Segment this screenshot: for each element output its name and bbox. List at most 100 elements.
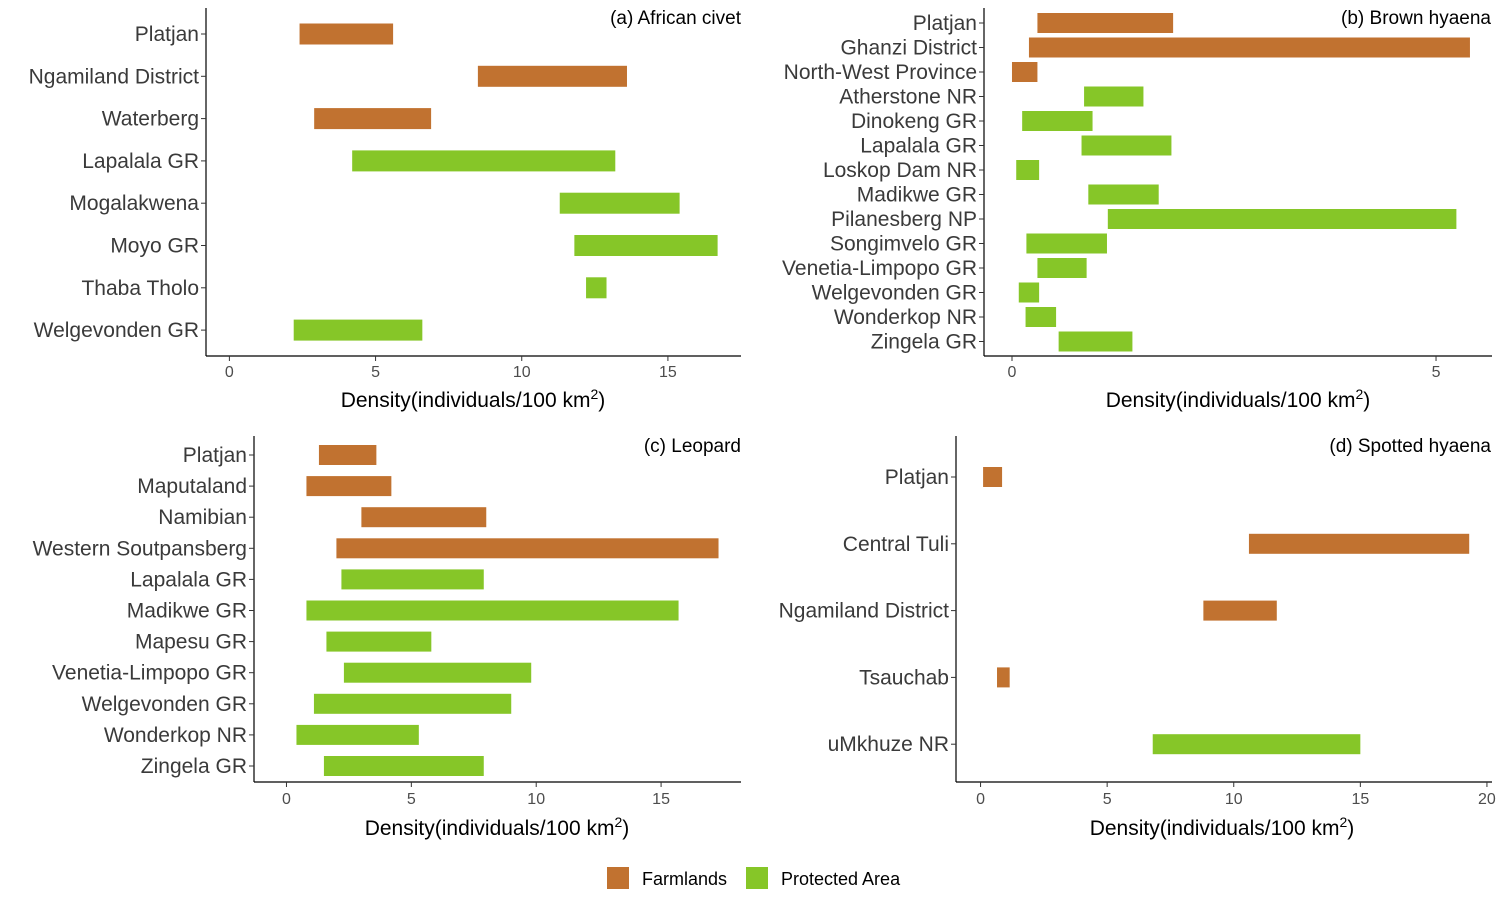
category-label-ngamiland-district: Ngamiland District	[29, 65, 200, 88]
x-tick-label: 5	[1432, 364, 1441, 381]
category-label-dinokeng-gr: Dinokeng GR	[851, 110, 977, 133]
panel-leopard: Platjan Maputaland Namibian Western Soutpan…	[33, 436, 741, 840]
x-tick-label: 15	[1351, 791, 1369, 808]
category-label-zingela-gr: Zingela GR	[141, 755, 247, 778]
x-axis-title: Density(individuals/100 km2)	[1106, 386, 1371, 412]
category-label-north-west-province: North-West Province	[784, 61, 977, 84]
x-tick-label: 10	[527, 791, 545, 808]
bar-tsauchab	[997, 667, 1010, 688]
bar-dinokeng-gr	[1022, 111, 1093, 131]
category-label-platjan: Platjan	[885, 466, 949, 489]
category-label-wonderkop-nr: Wonderkop NR	[104, 724, 247, 747]
category-label-platjan: Platjan	[135, 23, 199, 46]
bar-lapalala-gr	[352, 150, 616, 172]
bar-moyo-gr	[574, 235, 718, 256]
category-label-zingela-gr: Zingela GR	[871, 331, 977, 354]
bar-venetia-limpopo-gr	[1037, 258, 1087, 278]
x-tick-label: 0	[282, 791, 291, 808]
panel-title: (a) African civet	[610, 8, 742, 29]
bar-songimvelo-gr	[1026, 233, 1107, 254]
bar-thaba-tholo	[586, 277, 607, 299]
category-label-venetia-limpopo-gr: Venetia-Limpopo GR	[52, 662, 247, 685]
category-label-venetia-limpopo-gr: Venetia-Limpopo GR	[782, 257, 977, 280]
category-label-madikwe-gr: Madikwe GR	[857, 184, 977, 207]
legend: Farmlands Protected Area	[607, 867, 901, 889]
bar-lapalala-gr	[341, 569, 484, 590]
bar-platjan	[983, 467, 1003, 487]
category-label-lapalala-gr: Lapalala GR	[82, 150, 199, 173]
category-label-pilanesberg-np: Pilanesberg NP	[831, 208, 977, 231]
bar-waterberg	[314, 108, 432, 130]
bar-platjan	[299, 23, 394, 45]
category-label-waterberg: Waterberg	[102, 108, 199, 131]
bar-namibian	[361, 507, 487, 528]
panel-spotted-hyaena: Platjan Central Tuli Ngamiland District Tsa…	[779, 436, 1496, 840]
bar-venetia-limpopo-gr	[343, 662, 532, 683]
bar-madikwe-gr	[306, 600, 679, 621]
bar-mapesu-gr	[326, 631, 432, 652]
bar-ghanzi-district	[1028, 37, 1470, 58]
x-tick-label: 15	[659, 364, 677, 381]
bar-ngamiland-district	[1203, 600, 1277, 621]
bar-platjan	[318, 445, 377, 465]
bar-lapalala-gr	[1081, 135, 1172, 156]
bar-western-soutpansberg	[336, 538, 719, 559]
x-tick-label: 0	[1008, 364, 1017, 381]
category-label-songimvelo-gr: Songimvelo GR	[830, 233, 977, 256]
x-tick-label: 5	[407, 791, 416, 808]
category-label-lapalala-gr: Lapalala GR	[860, 135, 977, 158]
bar-welgevonden-gr	[313, 693, 512, 714]
bar-wonderkop-nr	[296, 724, 419, 745]
bar-mogalakwena	[559, 192, 680, 214]
panel-title: (c) Leopard	[644, 436, 741, 457]
category-label-thaba-tholo: Thaba Tholo	[81, 277, 199, 300]
bar-pilanesberg-np	[1107, 209, 1457, 229]
legend-swatch-farmlands	[607, 867, 629, 889]
category-label-tsauchab: Tsauchab	[859, 666, 949, 689]
category-label-mapesu-gr: Mapesu GR	[135, 631, 247, 654]
category-label-loskop-dam-nr: Loskop Dam NR	[823, 159, 977, 182]
bar-maputaland	[306, 476, 392, 497]
x-axis-title: Density(individuals/100 km2)	[1090, 814, 1355, 840]
bar-loskop-dam-nr	[1016, 160, 1040, 180]
category-label-namibian: Namibian	[158, 506, 247, 529]
bar-madikwe-gr	[1088, 184, 1159, 205]
panel-title: (b) Brown hyaena	[1341, 8, 1491, 29]
category-label-central-tuli: Central Tuli	[843, 533, 949, 556]
category-label-ngamiland-district: Ngamiland District	[779, 600, 950, 623]
bar-zingela-gr	[323, 756, 484, 776]
x-tick-label: 10	[1225, 791, 1243, 808]
bar-welgevonden-gr	[293, 319, 423, 341]
bar-umkhuze-nr	[1152, 734, 1361, 755]
x-axis-title: Density(individuals/100 km2)	[341, 386, 606, 412]
legend-label-protected-area: Protected Area	[781, 869, 901, 889]
panel-title: (d) Spotted hyaena	[1329, 436, 1491, 457]
bar-atherstone-nr	[1084, 86, 1144, 107]
x-tick-label: 5	[1103, 791, 1112, 808]
x-axis-title: Density(individuals/100 km2)	[365, 814, 630, 840]
bar-central-tuli	[1248, 533, 1470, 554]
bar-platjan	[1037, 13, 1174, 33]
category-label-moyo-gr: Moyo GR	[110, 235, 199, 258]
x-tick-label: 5	[371, 364, 380, 381]
x-tick-label: 0	[976, 791, 985, 808]
x-tick-label: 0	[225, 364, 234, 381]
category-label-ghanzi-district: Ghanzi District	[840, 37, 977, 60]
category-label-welgevonden-gr: Welgevonden GR	[34, 319, 199, 342]
legend-label-farmlands: Farmlands	[642, 869, 727, 889]
category-label-wonderkop-nr: Wonderkop NR	[834, 306, 977, 329]
x-tick-label: 20	[1478, 791, 1496, 808]
bar-ngamiland-district	[477, 65, 627, 87]
bar-zingela-gr	[1058, 331, 1133, 352]
category-label-mogalakwena: Mogalakwena	[69, 192, 199, 215]
category-label-western-soutpansberg: Western Soutpansberg	[33, 537, 247, 560]
category-label-lapalala-gr: Lapalala GR	[130, 568, 247, 591]
category-label-maputaland: Maputaland	[137, 475, 247, 498]
category-label-welgevonden-gr: Welgevonden GR	[82, 693, 247, 716]
legend-swatch-protected-area	[746, 867, 768, 889]
bar-north-west-province	[1011, 62, 1038, 82]
category-label-atherstone-nr: Atherstone NR	[839, 86, 977, 109]
